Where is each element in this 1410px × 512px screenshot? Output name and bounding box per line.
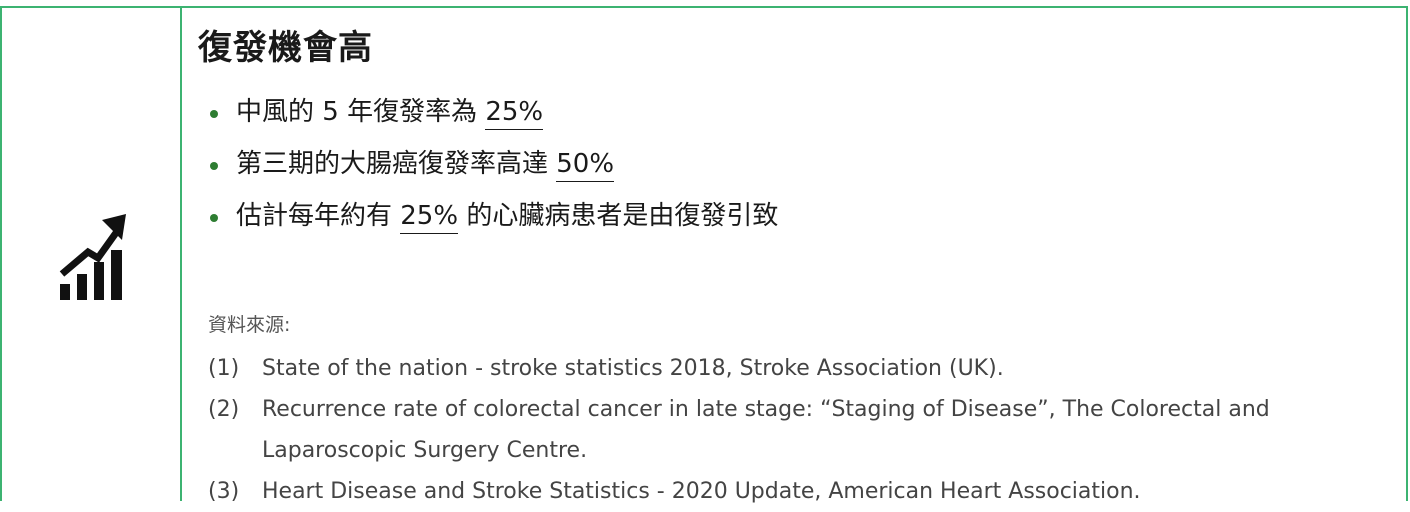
column-divider <box>180 8 182 501</box>
bullet-text: 第三期的大腸癌復發率高達 <box>236 149 557 179</box>
growth-chart-icon <box>59 214 126 300</box>
reference-item: (3) Heart Disease and Stroke Statistics … <box>208 471 1388 512</box>
bullet-text: 中風的 5 年復發率為 <box>236 97 486 127</box>
highlight-stat: 25% <box>400 201 459 234</box>
bullet-list: 中風的 5 年復發率為 25% 第三期的大腸癌復發率高達 50% 估計每年約有 … <box>210 90 778 246</box>
highlight-stat: 50% <box>556 149 615 182</box>
reference-number: (3) <box>208 479 240 504</box>
page-title: 復發機會高 <box>198 28 373 68</box>
reference-text: Recurrence rate of colorectal cancer in … <box>262 397 1270 463</box>
reference-text: State of the nation - stroke statistics … <box>262 356 1004 381</box>
highlight-stat: 25% <box>485 97 544 130</box>
reference-item: (2) Recurrence rate of colorectal cancer… <box>208 389 1388 471</box>
icon-cell <box>2 8 180 501</box>
bullet-item: 第三期的大腸癌復發率高達 50% <box>210 142 778 194</box>
sources-label: 資料來源: <box>208 314 291 336</box>
reference-list: (1) State of the nation - stroke statist… <box>208 348 1388 512</box>
reference-item: (1) State of the nation - stroke statist… <box>208 348 1388 389</box>
reference-text: Heart Disease and Stroke Statistics - 20… <box>262 479 1141 504</box>
bullet-item: 估計每年約有 25% 的心臟病患者是由復發引致 <box>210 194 778 246</box>
info-card: 復發機會高 中風的 5 年復發率為 25% 第三期的大腸癌復發率高達 50% 估… <box>0 6 1408 504</box>
reference-number: (2) <box>208 397 240 422</box>
bullet-item: 中風的 5 年復發率為 25% <box>210 90 778 142</box>
reference-number: (1) <box>208 356 240 381</box>
bullet-text: 估計每年約有 <box>236 201 401 231</box>
bullet-text-after: 的心臟病患者是由復發引致 <box>458 201 779 231</box>
